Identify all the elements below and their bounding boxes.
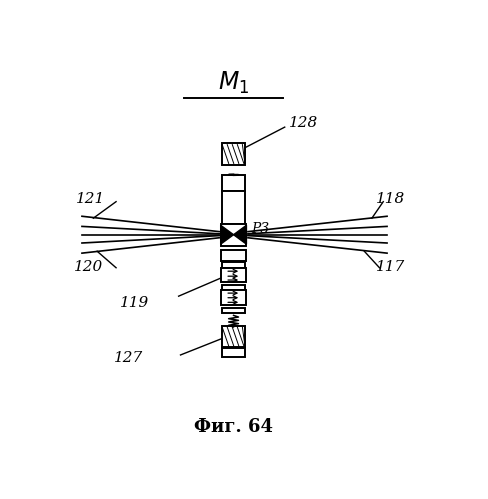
Bar [220, 268, 246, 282]
Text: 117: 117 [375, 260, 404, 274]
Text: P3: P3 [250, 222, 269, 236]
Text: 128: 128 [288, 116, 317, 130]
Bar [222, 308, 244, 313]
Bar [222, 262, 244, 268]
Polygon shape [220, 225, 233, 244]
Bar [222, 143, 244, 165]
Bar [222, 175, 244, 191]
Text: 118: 118 [375, 192, 404, 206]
Bar [220, 224, 246, 246]
Text: 119: 119 [120, 296, 149, 310]
Polygon shape [233, 225, 246, 244]
Text: Фиг. 64: Фиг. 64 [194, 418, 272, 436]
Text: 127: 127 [114, 351, 143, 365]
Bar [220, 250, 246, 261]
Bar [222, 285, 244, 290]
Text: 120: 120 [74, 260, 103, 274]
Bar [222, 326, 244, 347]
Bar [222, 348, 244, 357]
Text: $M_1$: $M_1$ [218, 70, 249, 96]
Bar [222, 191, 244, 224]
Bar [220, 289, 246, 305]
Text: 121: 121 [76, 192, 105, 206]
